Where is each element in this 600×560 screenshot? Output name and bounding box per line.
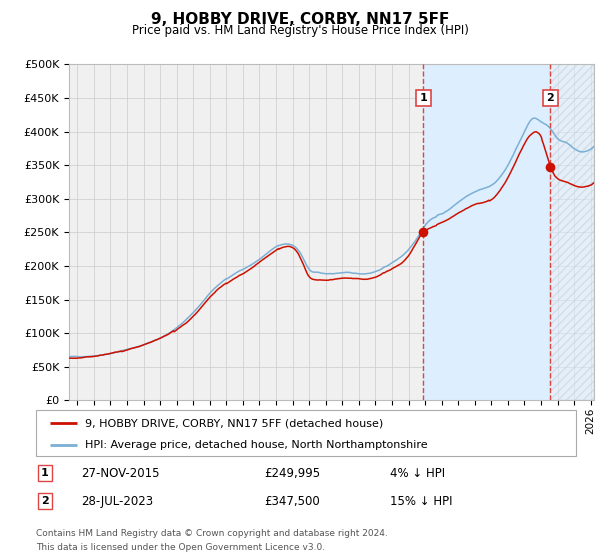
Bar bbox=[424, 64, 550, 400]
Text: Price paid vs. HM Land Registry's House Price Index (HPI): Price paid vs. HM Land Registry's House … bbox=[131, 24, 469, 37]
Text: 15% ↓ HPI: 15% ↓ HPI bbox=[390, 494, 452, 508]
Text: 28-JUL-2023: 28-JUL-2023 bbox=[81, 494, 153, 508]
Text: 1: 1 bbox=[41, 468, 49, 478]
Text: 27-NOV-2015: 27-NOV-2015 bbox=[81, 466, 160, 480]
Bar bbox=[550, 64, 594, 400]
Text: 1: 1 bbox=[419, 93, 427, 103]
Text: 2: 2 bbox=[547, 93, 554, 103]
Text: 2: 2 bbox=[41, 496, 49, 506]
Text: 9, HOBBY DRIVE, CORBY, NN17 5FF: 9, HOBBY DRIVE, CORBY, NN17 5FF bbox=[151, 12, 449, 27]
Text: 4% ↓ HPI: 4% ↓ HPI bbox=[390, 466, 445, 480]
Text: Contains HM Land Registry data © Crown copyright and database right 2024.: Contains HM Land Registry data © Crown c… bbox=[36, 529, 388, 538]
Text: HPI: Average price, detached house, North Northamptonshire: HPI: Average price, detached house, Nort… bbox=[85, 440, 427, 450]
Text: £249,995: £249,995 bbox=[264, 466, 320, 480]
Text: 9, HOBBY DRIVE, CORBY, NN17 5FF (detached house): 9, HOBBY DRIVE, CORBY, NN17 5FF (detache… bbox=[85, 418, 383, 428]
FancyBboxPatch shape bbox=[36, 410, 576, 456]
Text: This data is licensed under the Open Government Licence v3.0.: This data is licensed under the Open Gov… bbox=[36, 543, 325, 552]
Text: £347,500: £347,500 bbox=[264, 494, 320, 508]
